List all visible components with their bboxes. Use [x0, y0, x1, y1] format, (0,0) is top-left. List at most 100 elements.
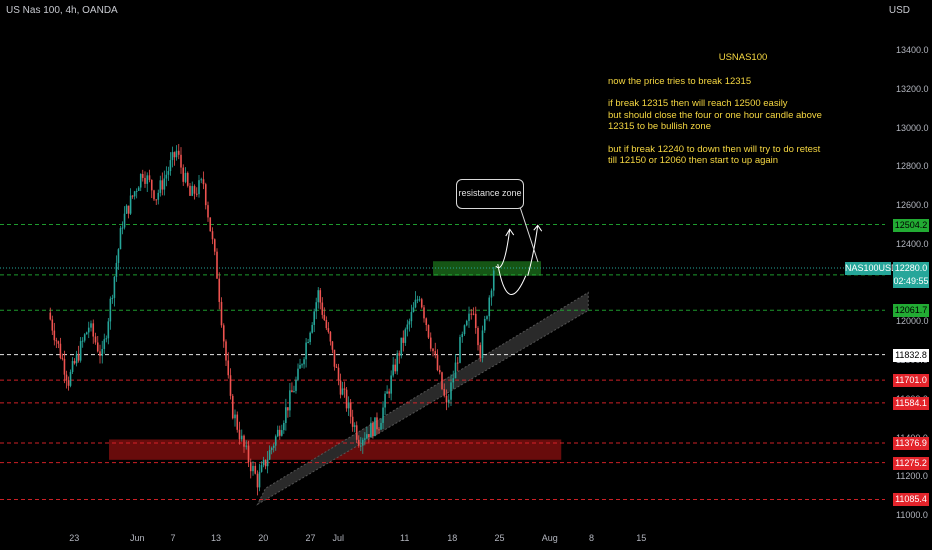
candle-body[interactable] — [155, 199, 158, 201]
candle-body[interactable] — [141, 174, 144, 178]
candle-body[interactable] — [331, 341, 334, 350]
candle-body[interactable] — [113, 276, 116, 298]
candle-body[interactable] — [370, 422, 372, 438]
candle-body[interactable] — [204, 184, 207, 206]
candle-body[interactable] — [216, 251, 218, 279]
candle-body[interactable] — [161, 180, 164, 190]
candle-body[interactable] — [57, 341, 60, 344]
candle-body[interactable] — [443, 389, 446, 396]
projection-path-retest[interactable] — [497, 264, 527, 296]
candle-body[interactable] — [490, 290, 493, 298]
candle-body[interactable] — [258, 471, 261, 488]
candle-body[interactable] — [207, 205, 209, 218]
candle-body[interactable] — [357, 439, 360, 446]
candle-body[interactable] — [117, 249, 120, 263]
candle-body[interactable] — [53, 330, 56, 341]
candle-body[interactable] — [382, 407, 384, 423]
candle-body[interactable] — [347, 402, 350, 409]
candle-body[interactable] — [488, 297, 491, 317]
candle-body[interactable] — [73, 361, 76, 364]
projection-path-up[interactable] — [495, 229, 511, 269]
candle-body[interactable] — [479, 345, 482, 358]
candle-body[interactable] — [483, 318, 486, 331]
candle-body[interactable] — [260, 465, 263, 472]
candle-body[interactable] — [65, 374, 68, 381]
candle-body[interactable] — [200, 179, 203, 181]
candle-body[interactable] — [418, 299, 421, 301]
candle-body[interactable] — [420, 299, 423, 308]
candle-body[interactable] — [285, 407, 287, 424]
candle-body[interactable] — [414, 299, 417, 308]
candle-body[interactable] — [159, 180, 162, 193]
candle-body[interactable] — [366, 434, 368, 439]
candle-body[interactable] — [465, 320, 468, 326]
candle-body[interactable] — [264, 459, 267, 467]
candle-body[interactable] — [410, 312, 413, 322]
candle-body[interactable] — [99, 351, 101, 356]
candle-body[interactable] — [305, 342, 307, 360]
candle-body[interactable] — [213, 239, 216, 252]
candle-body[interactable] — [165, 174, 168, 179]
candle-body[interactable] — [398, 353, 401, 356]
candle-body[interactable] — [133, 191, 136, 197]
candle-body[interactable] — [153, 190, 155, 200]
candle-body[interactable] — [427, 325, 430, 338]
candle-body[interactable] — [402, 337, 405, 343]
candle-body[interactable] — [400, 337, 403, 356]
candle-body[interactable] — [376, 417, 378, 430]
candle-body[interactable] — [362, 439, 364, 446]
candle-body[interactable] — [189, 185, 191, 196]
candle-body[interactable] — [254, 465, 257, 474]
candle-body[interactable] — [163, 178, 166, 190]
candle-body[interactable] — [378, 429, 380, 431]
candle-body[interactable] — [245, 445, 248, 447]
candle-body[interactable] — [374, 417, 376, 437]
candle-body[interactable] — [434, 351, 437, 355]
candle-body[interactable] — [474, 313, 477, 328]
candle-body[interactable] — [325, 320, 328, 329]
candle-body[interactable] — [329, 331, 332, 342]
candle-body[interactable] — [55, 340, 58, 342]
candle-body[interactable] — [231, 395, 234, 419]
candle-body[interactable] — [309, 332, 311, 343]
candle-body[interactable] — [77, 353, 80, 361]
candle-body[interactable] — [220, 301, 223, 326]
candle-body[interactable] — [105, 338, 108, 340]
candle-body[interactable] — [429, 337, 432, 349]
candle-body[interactable] — [87, 327, 90, 333]
candle-body[interactable] — [436, 354, 439, 371]
candle-body[interactable] — [101, 348, 104, 356]
candle-body[interactable] — [404, 329, 407, 343]
candle-body[interactable] — [307, 342, 309, 344]
candle-body[interactable] — [67, 380, 70, 386]
candle-body[interactable] — [283, 423, 285, 431]
candle-body[interactable] — [456, 362, 459, 364]
trend-channel[interactable] — [256, 291, 589, 506]
candle-body[interactable] — [131, 195, 134, 197]
candle-body[interactable] — [481, 330, 484, 358]
candle-body[interactable] — [388, 391, 390, 394]
candle-body[interactable] — [311, 324, 313, 333]
candle-body[interactable] — [193, 186, 196, 194]
candle-body[interactable] — [345, 389, 348, 409]
candle-body[interactable] — [243, 435, 245, 447]
candle-body[interactable] — [69, 371, 72, 386]
candle-body[interactable] — [256, 473, 259, 488]
candle-body[interactable] — [297, 368, 299, 380]
candle-body[interactable] — [492, 270, 495, 291]
candle-body[interactable] — [180, 154, 182, 168]
candle-body[interactable] — [90, 323, 92, 328]
candle-body[interactable] — [81, 340, 84, 342]
candle-body[interactable] — [169, 160, 172, 172]
candle-body[interactable] — [450, 382, 452, 400]
candle-body[interactable] — [463, 325, 466, 335]
candle-body[interactable] — [313, 311, 315, 325]
candle-body[interactable] — [148, 175, 151, 180]
candle-body[interactable] — [392, 364, 394, 376]
candle-body[interactable] — [445, 395, 448, 403]
candle-body[interactable] — [408, 321, 411, 325]
candle-body[interactable] — [109, 298, 112, 322]
candle-body[interactable] — [472, 313, 475, 315]
candle-body[interactable] — [327, 328, 330, 332]
candle-body[interactable] — [135, 190, 138, 192]
